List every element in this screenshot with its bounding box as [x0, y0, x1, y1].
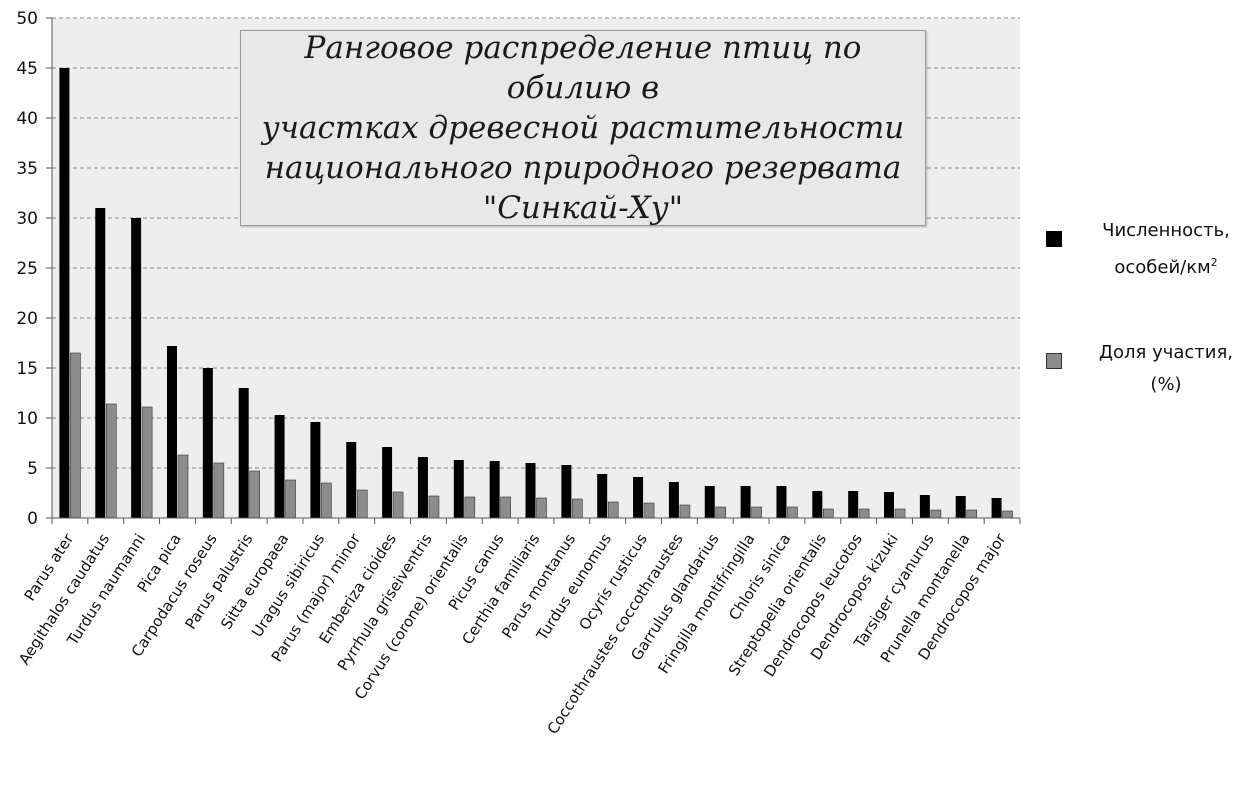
legend-label-abundance-text: Численность, особей/км — [1102, 220, 1230, 278]
bar-abundance — [561, 465, 572, 518]
y-tick-label: 50 — [16, 9, 38, 29]
bar-abundance — [453, 460, 464, 518]
y-tick-label: 45 — [16, 59, 38, 79]
bar-abundance — [131, 218, 142, 518]
bar-share — [141, 406, 153, 519]
bar-share — [213, 462, 225, 519]
legend-label-abundance-sup: 2 — [1210, 256, 1218, 269]
bar-abundance — [597, 474, 608, 518]
chart-title-box: Ранговое распределение птиц по обилию в … — [240, 30, 926, 226]
bar-abundance — [955, 496, 966, 518]
bar-share — [536, 497, 547, 519]
y-tick-label: 10 — [16, 409, 38, 429]
bar-abundance — [633, 477, 644, 518]
bar-abundance — [417, 457, 428, 518]
bar-abundance — [991, 498, 1002, 518]
bar-abundance — [310, 422, 321, 518]
bar-abundance — [166, 346, 177, 518]
bar-abundance — [346, 442, 357, 518]
bar-share — [823, 508, 834, 519]
bar-share — [858, 508, 870, 519]
bar-abundance — [525, 463, 536, 518]
bar-abundance — [668, 482, 679, 518]
bar-share — [321, 482, 332, 519]
bar-share — [966, 509, 978, 519]
bar-abundance — [812, 491, 823, 518]
bar-share — [930, 509, 942, 519]
bar-share — [643, 502, 655, 519]
bar-abundance — [95, 208, 106, 518]
y-tick-label: 35 — [16, 159, 38, 179]
bar-share — [715, 506, 727, 519]
bar-share — [607, 501, 619, 519]
bar-abundance — [274, 415, 285, 518]
legend-swatch-abundance — [1046, 231, 1062, 247]
bar-abundance — [776, 486, 787, 518]
bar-share — [500, 496, 511, 519]
bar-share — [894, 508, 906, 519]
y-tick-label: 0 — [27, 509, 38, 529]
y-tick-label: 15 — [16, 359, 38, 379]
bar-share — [249, 470, 260, 519]
bar-abundance — [202, 368, 213, 518]
bar-share — [572, 498, 583, 519]
bar-share — [428, 495, 440, 519]
bar-abundance — [704, 486, 715, 518]
chart-title: Ранговое распределение птиц по обилию в … — [261, 30, 905, 226]
bar-share — [464, 496, 476, 519]
axes — [46, 17, 1021, 524]
bar-share — [356, 489, 368, 519]
bar-abundance — [382, 447, 393, 518]
bar-share — [285, 479, 296, 519]
bar-share — [105, 403, 117, 519]
bar-abundance — [884, 492, 895, 518]
bar-abundance — [919, 495, 930, 518]
y-tick-label: 5 — [27, 459, 38, 479]
bar-share — [177, 454, 189, 519]
y-tick-label: 20 — [16, 309, 38, 329]
bar-share — [751, 506, 762, 519]
y-tick-label: 30 — [16, 209, 38, 229]
bar-abundance — [489, 461, 500, 518]
y-tick-label: 40 — [16, 109, 38, 129]
bar-share — [679, 504, 691, 519]
bar-abundance — [848, 491, 859, 518]
bar-share — [70, 352, 81, 519]
bar-share — [787, 506, 798, 519]
bar-abundance — [238, 388, 249, 518]
legend-label-abundance: Численность, особей/км2 — [1082, 215, 1250, 284]
y-tick-labels: 0 5 10 15 20 25 30 35 40 45 50 — [16, 9, 38, 529]
legend-swatch-share — [1046, 353, 1062, 369]
legend-label-share: Доля участия, (%) — [1098, 342, 1234, 395]
bar-share — [392, 491, 404, 519]
bar-abundance — [59, 68, 70, 518]
bar-abundance — [740, 486, 751, 518]
y-tick-label: 25 — [16, 259, 38, 279]
bar-share — [1002, 510, 1013, 519]
